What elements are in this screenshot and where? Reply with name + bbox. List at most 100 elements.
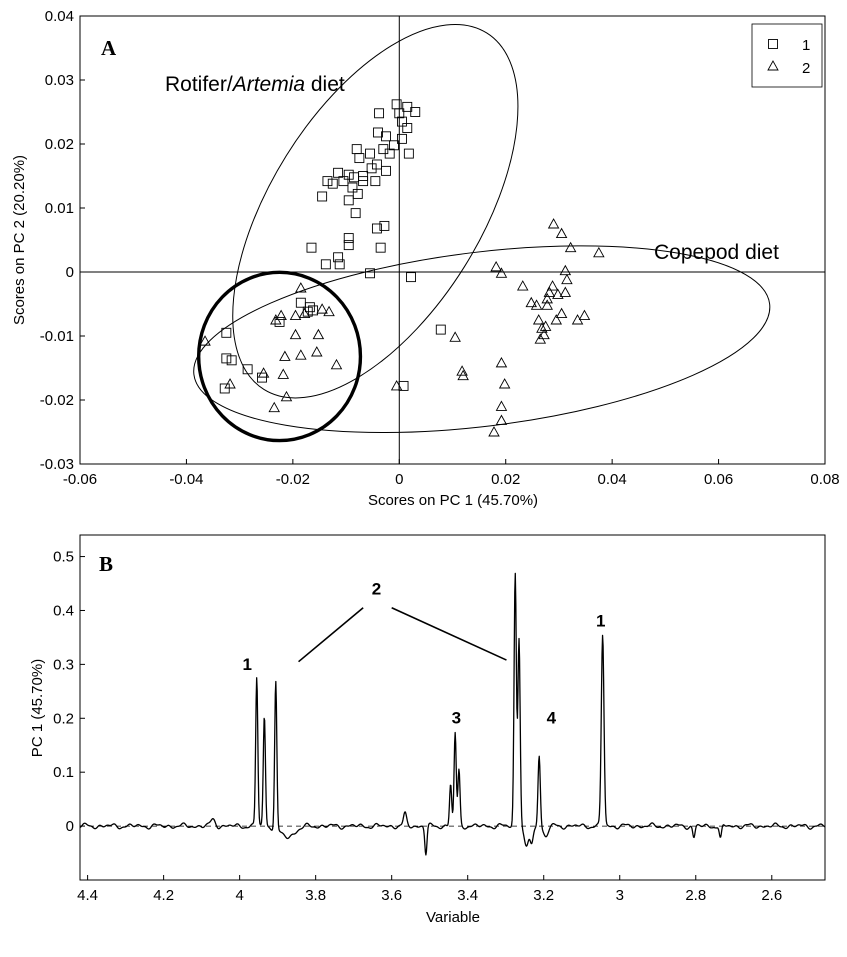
point-series-1 [350,208,361,219]
point-series-1 [410,107,421,117]
point-series-1 [403,148,414,159]
panel-label-a: A [101,36,117,60]
point-series-1 [304,302,315,313]
point-series-2 [199,335,211,346]
peak-label-5: 1 [596,612,605,631]
x-tick-label-b: 4 [235,887,243,904]
x-tick-label-b: 3.6 [381,887,402,904]
point-series-2 [525,296,538,308]
point-series-1 [358,171,369,181]
point-series-1 [365,268,375,279]
x-tick-label-b: 3.4 [457,887,478,904]
y-tick-label-b: 0.4 [53,602,74,619]
point-series-2 [495,356,508,368]
point-series-2 [330,358,343,370]
legend-box [751,23,823,88]
point-series-2 [564,241,577,253]
cluster-ellipses [193,23,771,443]
y-ticks-b: 0 0.1 0.2 0.3 0.4 0.5 [53,549,85,835]
point-series-1 [375,242,386,253]
point-series-1 [221,327,232,338]
point-series-1 [343,169,354,180]
x-tick-label-a: -0.02 [276,471,310,488]
x-tick-label-a: -0.06 [63,471,97,488]
point-series-1 [338,176,349,187]
point-series-1 [365,148,375,159]
point-series-1 [379,220,390,231]
point-series-2 [495,414,508,425]
point-series-2 [488,426,500,437]
confidence-ellipse-2 [193,245,771,434]
point-series-2 [541,299,553,310]
point-series-1 [396,133,407,144]
point-series-2 [289,309,302,320]
point-series-2 [457,369,469,381]
y-tick-label-b: 0.1 [53,764,74,781]
peak-connector-lines [298,607,507,663]
point-series-2 [532,314,545,325]
point-series-2 [257,367,270,378]
point-series-1 [396,116,407,127]
point-series-2 [561,273,573,285]
point-series-1 [333,167,344,178]
peak-label-3: 3 [452,709,461,728]
x-tick-label-a: 0.04 [598,471,627,488]
x-ticks-a: -0.06 -0.04 -0.02 0 0.02 0.04 0.06 0.08 [63,459,840,488]
point-series-1 [221,353,232,364]
point-series-1 [327,178,338,189]
point-series-1 [320,259,331,270]
scatter-points [199,99,605,437]
point-series-2 [277,368,290,379]
legend-label-1: 1 [802,37,810,54]
point-series-1 [402,123,413,133]
point-series-1 [343,233,354,244]
point-series-2 [390,379,403,391]
x-tick-label-b: 3.8 [305,887,326,904]
x-tick-label-a: 0.02 [491,471,520,488]
point-series-1 [322,176,333,187]
x-axis-label-a: Scores on PC 1 (45.70%) [368,492,538,509]
point-series-1 [435,324,446,335]
point-series-1 [352,188,363,199]
y-ticks-a: -0.03 -0.02 -0.01 0 0.01 0.02 0.03 0.04 [40,8,85,473]
point-series-2 [538,328,550,340]
y-tick-label-b: 0.3 [53,656,74,673]
peak-label-1: 1 [243,655,252,674]
point-series-1 [370,176,381,187]
y-tick-label-a: 0.02 [45,136,74,153]
point-series-1 [351,144,362,155]
point-series-1 [295,297,306,308]
point-series-2 [295,349,307,360]
point-series-1 [381,131,391,142]
panel-b: 1 2 3 4 1 4.4 4.2 4 3.8 3.6 3.4 3.2 3 2.8 2.6 0 0.1 0.2… [29,534,826,926]
plot-frame-b [79,534,826,881]
point-series-2 [578,309,591,320]
point-series-1 [334,259,345,270]
panel-label-b: B [99,552,113,576]
point-series-1 [406,272,416,283]
plot-frame-a [79,15,826,465]
point-series-2 [530,299,543,310]
point-series-2 [316,303,328,314]
point-series-1 [242,364,253,375]
x-tick-label-b: 2.8 [685,887,706,904]
point-series-1 [257,372,267,383]
annotation-copepod: Copepod diet [654,241,779,264]
point-series-2 [543,286,556,297]
panel-a: -0.06 -0.04 -0.02 0 0.02 0.04 0.06 0.08 -0.03-0… [11,8,840,509]
legend-label-2: 2 [802,60,810,77]
point-series-2 [552,288,564,299]
point-series-2 [546,280,559,291]
point-series-2 [593,246,605,258]
y-axis-label-b: PC 1 (45.70%) [29,659,46,757]
point-series-1 [333,252,344,263]
point-series-2 [559,264,572,276]
point-series-1 [373,127,383,138]
point-series-1 [349,172,360,183]
point-series-2 [539,320,552,331]
point-series-1 [374,108,385,119]
y-tick-label-a: 0.04 [45,8,74,25]
point-series-2 [555,307,568,319]
point-series-1 [381,165,391,176]
